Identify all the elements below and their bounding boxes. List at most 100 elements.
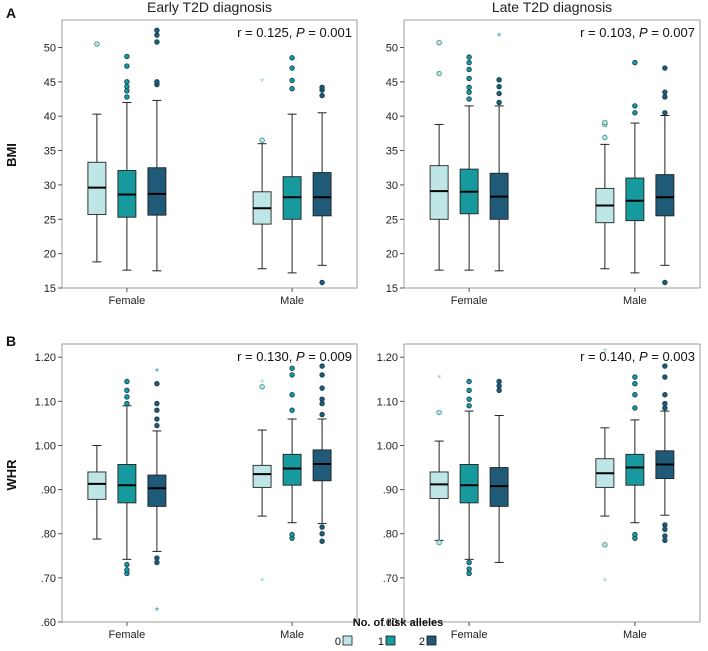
extreme-point: * (260, 76, 265, 88)
box-male-0: ** (252, 378, 272, 588)
outlier-point (466, 54, 472, 60)
plot-frame (403, 19, 701, 289)
plot-frame (61, 343, 358, 623)
box-iqr (459, 464, 479, 504)
box-iqr (312, 449, 332, 482)
outlier-point (496, 99, 502, 106)
outlier-point (154, 79, 160, 85)
outlier-point (632, 59, 638, 66)
outlier-point (154, 381, 160, 387)
outlier-point (662, 65, 668, 71)
box-male-1 (625, 374, 645, 541)
extreme-point: * (155, 606, 160, 618)
box-male-1 (282, 365, 302, 541)
y-tick-label: 15 (44, 283, 56, 295)
box-female-1 (117, 53, 137, 271)
outlier-point (124, 567, 130, 573)
box-female-2: ** (147, 366, 167, 618)
outlier-point (124, 378, 130, 385)
outlier-point (466, 378, 472, 385)
extreme-point: * (260, 576, 265, 588)
outlier-point (662, 363, 668, 369)
panel-3: .60 .70 .80 .90 1.00 1.10 1.20 B WHR r = 0.130, P… (4, 333, 358, 641)
x-category-label: Male (280, 295, 304, 307)
outlier-point (124, 63, 130, 69)
outlier-point (436, 70, 442, 77)
outlier-point (602, 542, 608, 548)
outlier-point (289, 365, 295, 371)
outlier-point (466, 75, 472, 82)
outlier-point (319, 524, 325, 530)
legend-title: No. of risk alleles (353, 617, 443, 629)
box-male-0: ** (595, 347, 615, 588)
outlier-point (154, 559, 160, 566)
outlier-point (662, 94, 668, 100)
panel-label: A (6, 5, 16, 21)
outlier-point (154, 555, 160, 561)
box-iqr (655, 174, 675, 217)
extreme-point: * (260, 378, 265, 390)
outlier-point (259, 384, 265, 390)
outlier-point (662, 374, 668, 380)
outlier-point (154, 422, 160, 429)
outlier-point (259, 137, 265, 143)
outlier-point (154, 39, 160, 45)
plot-frame (403, 343, 701, 623)
outlier-point (319, 531, 325, 537)
plot-frame (61, 19, 358, 289)
outlier-point (319, 411, 325, 418)
box-male-0: * (252, 76, 272, 270)
outlier-point (124, 94, 130, 100)
legend-swatch-1 (385, 635, 396, 646)
box-iqr (429, 165, 449, 220)
correlation-annotation: r = 0.130, P = 0.009 (237, 349, 352, 364)
box-iqr (147, 167, 167, 216)
outlier-point (662, 522, 668, 528)
outlier-point (662, 405, 668, 411)
extreme-point: * (603, 347, 608, 359)
box-male-2 (312, 84, 332, 286)
outlier-point (632, 103, 638, 109)
y-tick-label: 40 (386, 111, 398, 123)
outlier-point (319, 396, 325, 402)
outlier-point (602, 119, 608, 126)
outlier-point (466, 559, 472, 566)
outlier-point (632, 110, 638, 116)
y-tick-label: 40 (44, 111, 56, 123)
y-tick-label: 50 (44, 42, 56, 54)
outlier-point (124, 79, 130, 85)
outlier-point (466, 89, 472, 95)
box-iqr (117, 464, 137, 504)
box-female-1 (459, 54, 479, 271)
y-tick-label: .80 (383, 529, 398, 541)
outlier-point (319, 279, 325, 286)
y-tick-label: .90 (383, 485, 398, 497)
outlier-point (289, 86, 295, 92)
y-tick-label: 30 (44, 180, 56, 192)
y-tick-label: 45 (44, 77, 56, 89)
panel-2: 15 20 25 30 35 40 45 50 Late T2D diagnosis r = 0.… (386, 0, 701, 307)
outlier-point (602, 134, 608, 141)
box-male-1 (282, 55, 302, 274)
outlier-point (496, 383, 502, 389)
outlier-point (124, 387, 130, 394)
box-iqr (147, 474, 167, 507)
box-male-2 (312, 363, 332, 544)
extreme-point: * (497, 31, 502, 43)
outlier-point (496, 77, 502, 83)
panel-label: B (6, 333, 16, 349)
y-tick-label: 15 (386, 283, 398, 295)
y-tick-label: 25 (44, 214, 56, 226)
y-tick-label: 30 (386, 180, 398, 192)
outlier-point (632, 381, 638, 387)
box-female-2: * (489, 31, 509, 272)
outlier-point (319, 372, 325, 378)
outlier-point (662, 400, 668, 407)
outlier-point (319, 363, 325, 369)
outlier-point (319, 84, 325, 91)
box-female-0 (87, 41, 107, 263)
chart-title: Late T2D diagnosis (492, 0, 612, 15)
outlier-point (466, 387, 472, 394)
outlier-point (632, 392, 638, 398)
box-male-0 (595, 119, 615, 270)
